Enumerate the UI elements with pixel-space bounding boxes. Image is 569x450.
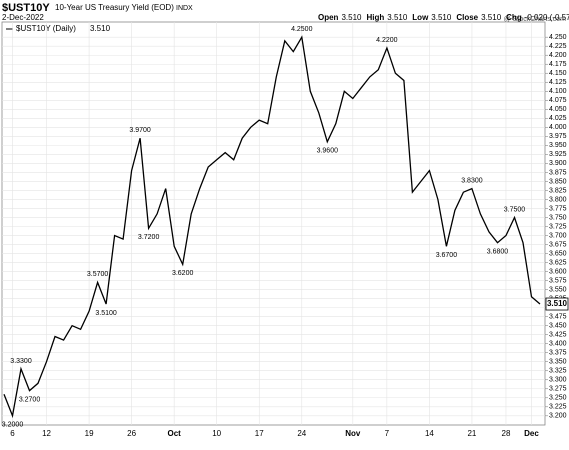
y-tick-label: 4.225 <box>549 43 567 50</box>
x-tick-label: 12 <box>42 429 51 438</box>
y-tick-label: 3.475 <box>549 313 567 320</box>
value-label: 3.2700 <box>19 396 41 403</box>
y-tick-label: 3.350 <box>549 359 567 366</box>
quote-label: Open <box>318 13 339 22</box>
value-label: 4.2200 <box>376 37 398 44</box>
x-tick-label: 28 <box>502 429 511 438</box>
y-tick-label: 3.700 <box>549 232 567 239</box>
y-tick-label: 3.250 <box>549 395 567 402</box>
y-tick-label: 3.775 <box>549 205 567 212</box>
value-label: 3.6700 <box>436 252 458 259</box>
y-tick-label: 4.125 <box>549 79 567 86</box>
y-tick-label: 4.050 <box>549 106 567 113</box>
y-tick-label: 3.225 <box>549 404 567 411</box>
y-tick-label: 3.850 <box>549 178 567 185</box>
x-tick-label: 24 <box>297 429 306 438</box>
x-tick-label: 7 <box>385 429 390 438</box>
y-tick-label: 4.175 <box>549 61 567 68</box>
y-tick-label: 3.550 <box>549 286 567 293</box>
x-tick-label: 6 <box>10 429 15 438</box>
y-tick-label: 4.000 <box>549 124 567 131</box>
y-tick-label: 3.600 <box>549 268 567 275</box>
value-label: 3.7200 <box>138 234 160 241</box>
value-label: 3.5700 <box>87 271 109 278</box>
y-tick-label: 4.100 <box>549 88 567 95</box>
value-label: 3.8300 <box>461 177 483 184</box>
y-tick-label: 3.375 <box>549 350 567 357</box>
plot-frame <box>1 21 546 426</box>
quote-value: 3.510 <box>341 13 362 22</box>
value-label: 3.3300 <box>10 358 32 365</box>
y-tick-label: 4.250 <box>549 34 567 41</box>
x-tick-label: Dec <box>524 429 539 438</box>
value-label: 3.7500 <box>504 206 526 213</box>
instrument-name: 10-Year US Treasury Yield (EOD) <box>55 3 174 12</box>
y-tick-label: 3.725 <box>549 223 567 230</box>
value-label: 3.2000 <box>2 422 24 429</box>
value-label: 3.9700 <box>129 127 151 134</box>
y-tick-label: 3.325 <box>549 368 567 375</box>
x-tick-label: Oct <box>167 429 181 438</box>
x-tick-label: 10 <box>212 429 221 438</box>
value-label: 3.6800 <box>487 249 509 256</box>
x-tick-label: 26 <box>127 429 136 438</box>
y-tick-label: 3.825 <box>549 187 567 194</box>
value-label: 3.9600 <box>317 148 339 155</box>
source: @ StockCharts.com <box>504 16 567 23</box>
x-tick-label: 19 <box>85 429 94 438</box>
y-tick-label: 3.950 <box>549 142 567 149</box>
quote-label: High <box>366 13 384 22</box>
y-tick-label: 4.150 <box>549 70 567 77</box>
y-tick-label: 3.275 <box>549 386 567 393</box>
last-value-box <box>545 297 569 311</box>
y-tick-label: 3.675 <box>549 241 567 248</box>
y-tick-label: 4.075 <box>549 97 567 104</box>
quote: Open 3.510 High 3.510 Low 3.510 Close 3.510 Chg -… <box>318 13 569 22</box>
last-value-label: 3.510 <box>547 299 568 308</box>
y-tick-label: 3.975 <box>549 133 567 140</box>
quote-value: 3.510 <box>431 13 452 22</box>
quote-value: 3.510 <box>387 13 408 22</box>
quote-value: 3.510 <box>481 13 502 22</box>
quote-label: Close <box>456 13 478 22</box>
y-tick-label: 3.300 <box>549 377 567 384</box>
y-tick-label: 3.425 <box>549 332 567 339</box>
y-tick-label: 3.750 <box>549 214 567 221</box>
y-tick-label: 3.900 <box>549 160 567 167</box>
quote-label: Chg <box>506 13 522 22</box>
y-tick-label: 4.025 <box>549 115 567 122</box>
legend-value: 3.510 <box>90 24 111 33</box>
x-tick-label: 21 <box>467 429 476 438</box>
x-tick-label: 17 <box>255 429 264 438</box>
symbol: $UST10Y <box>2 2 50 14</box>
y-tick-label: 3.800 <box>549 196 567 203</box>
y-tick-label: 3.625 <box>549 259 567 266</box>
x-tick-label: Nov <box>345 429 361 438</box>
y-tick-label: 3.650 <box>549 250 567 257</box>
y-tick-label: 3.925 <box>549 151 567 158</box>
quote-value: -0.020 (-0.57%) <box>525 13 569 22</box>
y-tick-label: 3.450 <box>549 322 567 329</box>
y-tick-label: 3.400 <box>549 341 567 348</box>
date: 2-Dec-2022 <box>2 13 44 22</box>
value-label: 3.6200 <box>172 270 194 277</box>
y-tick-label: 3.575 <box>549 277 567 284</box>
value-label: 4.2500 <box>291 26 313 33</box>
price-line <box>3 35 541 419</box>
y-tick-label: 3.875 <box>549 169 567 176</box>
value-label: 3.5100 <box>95 310 117 317</box>
legend-label: $UST10Y (Daily) <box>16 24 76 33</box>
y-tick-label: 3.200 <box>549 413 567 420</box>
x-tick-label: 14 <box>425 429 434 438</box>
exchange: INDX <box>176 5 193 12</box>
y-tick-label: 4.200 <box>549 52 567 59</box>
quote-label: Low <box>412 13 429 22</box>
